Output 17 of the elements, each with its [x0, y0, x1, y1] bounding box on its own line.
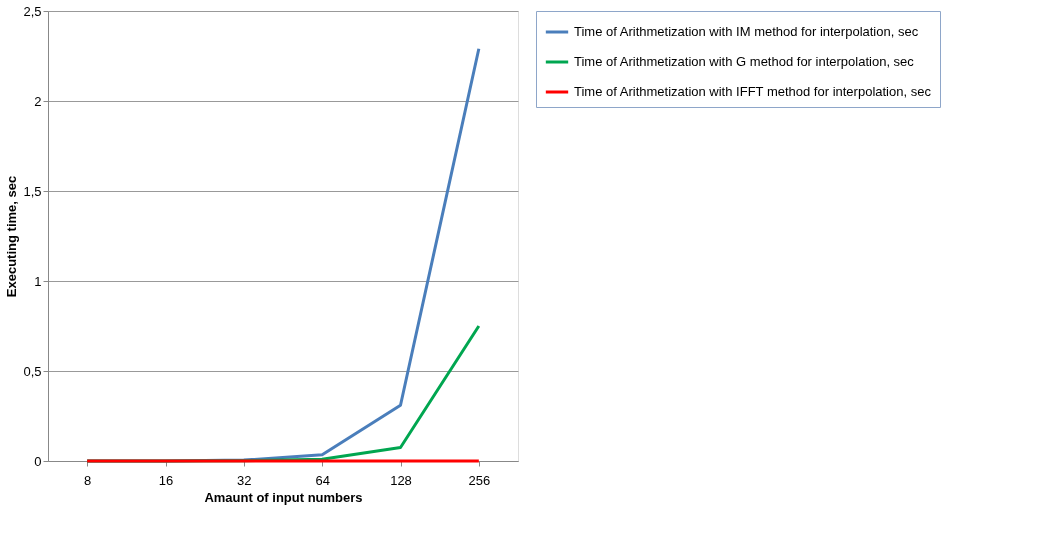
x-tick-label: 16 — [158, 472, 174, 488]
x-tick-label: 256 — [468, 472, 491, 488]
x-axis-title: Amaunt of input numbers — [204, 489, 363, 505]
y-tick-label: 1,5 — [23, 183, 42, 199]
y-tick-label: 2,5 — [23, 3, 42, 19]
legend-label: Time of Arithmetization with G method for interpolation, sec — [574, 54, 915, 69]
x-tick-label: 128 — [390, 472, 412, 488]
y-tick-label: 1 — [34, 273, 42, 289]
y-axis-title: Executing time, sec — [4, 175, 20, 298]
x-tick-label: 32 — [237, 472, 252, 488]
legend-label: Time of Arithmetization with IFFT method for interpolation, sec — [574, 84, 932, 99]
y-tick-label: 2 — [34, 93, 42, 109]
x-tick-label: 64 — [315, 472, 330, 488]
y-tick-label: 0,5 — [23, 363, 42, 379]
x-tick-label: 8 — [84, 472, 92, 488]
legend-label: Time of Arithmetization with IM method for interpolation, sec — [574, 24, 919, 39]
y-tick-label: 0 — [34, 453, 42, 469]
